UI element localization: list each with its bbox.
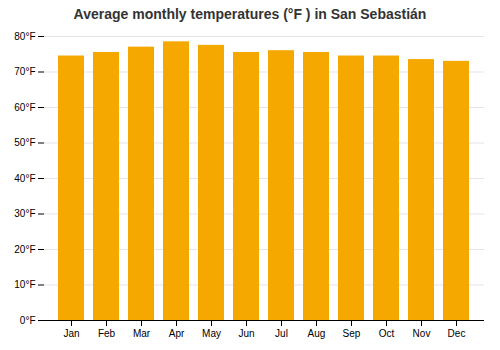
svg-text:Sep: Sep — [343, 328, 361, 339]
html-text:Average monthly temperatures (: Average monthly temperatures (°F ) in Sa… — [73, 6, 427, 22]
svg-text:Oct: Oct — [379, 328, 395, 339]
svg-text:Mar: Mar — [133, 328, 151, 339]
svg-text:80°F: 80°F — [14, 31, 35, 42]
svg-text:0°F: 0°F — [20, 315, 36, 326]
svg-text:Jan: Jan — [63, 328, 79, 339]
svg-text:50°F: 50°F — [14, 137, 35, 148]
svg-text:60°F: 60°F — [14, 102, 35, 113]
svg-text:Dec: Dec — [448, 328, 466, 339]
svg-text:10°F: 10°F — [14, 279, 35, 290]
svg-text:40°F: 40°F — [14, 173, 35, 184]
svg-text:Jun: Jun — [238, 328, 254, 339]
svg-text:Nov: Nov — [413, 328, 431, 339]
svg-text:Jul: Jul — [275, 328, 288, 339]
svg-text:Feb: Feb — [98, 328, 116, 339]
svg-text:20°F: 20°F — [14, 244, 35, 255]
svg-text:May: May — [202, 328, 221, 339]
svg-text:Aug: Aug — [308, 328, 326, 339]
svg-text:30°F: 30°F — [14, 208, 35, 219]
svg-text:Apr: Apr — [169, 328, 185, 339]
svg-text:70°F: 70°F — [14, 66, 35, 77]
